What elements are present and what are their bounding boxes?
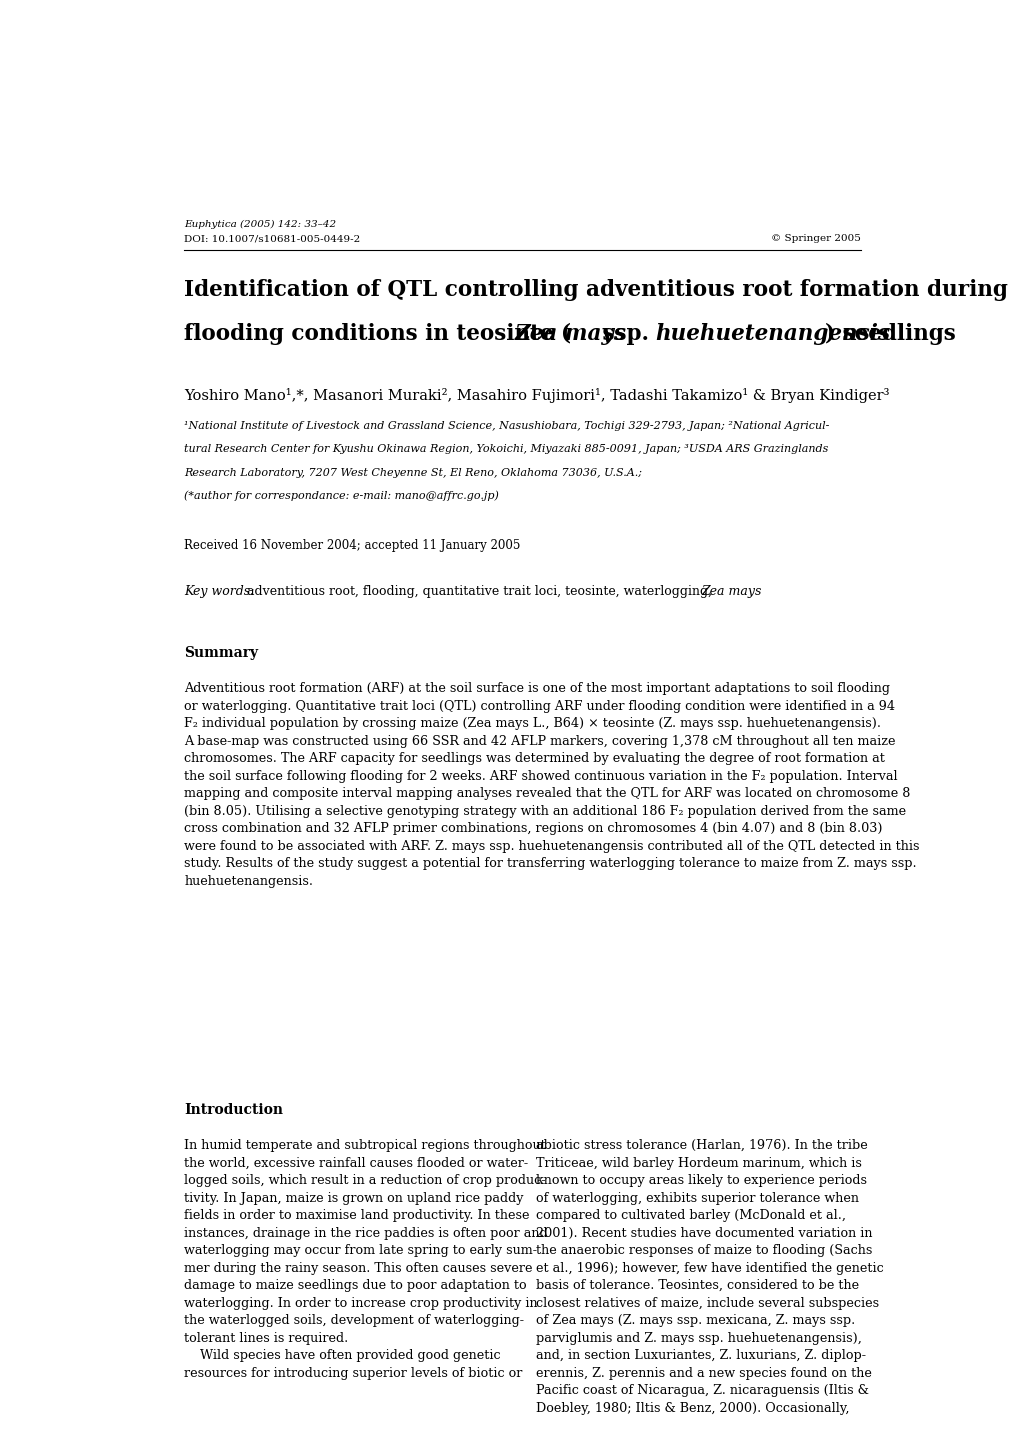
Text: Received 16 November 2004; accepted 11 January 2005: Received 16 November 2004; accepted 11 J… <box>184 538 521 551</box>
Text: flooding conditions in teosinte (: flooding conditions in teosinte ( <box>184 323 571 345</box>
Text: Identification of QTL controlling adventitious root formation during: Identification of QTL controlling advent… <box>184 278 1008 300</box>
Text: Introduction: Introduction <box>184 1104 283 1117</box>
Text: ) seedlings: ) seedlings <box>824 323 955 345</box>
Text: Zea mays: Zea mays <box>515 323 626 345</box>
Text: DOI: 10.1007/s10681-005-0449-2: DOI: 10.1007/s10681-005-0449-2 <box>184 234 361 244</box>
Text: Research Laboratory, 7207 West Cheyenne St, El Reno, Oklahoma 73036, U.S.A.;: Research Laboratory, 7207 West Cheyenne … <box>184 468 642 478</box>
Text: ¹National Institute of Livestock and Grassland Science, Nasushiobara, Tochigi 32: ¹National Institute of Livestock and Gra… <box>184 421 829 431</box>
Text: Summary: Summary <box>184 646 258 661</box>
Text: Adventitious root formation (ARF) at the soil surface is one of the most importa: Adventitious root formation (ARF) at the… <box>184 683 919 887</box>
Text: abiotic stress tolerance (Harlan, 1976). In the tribe
Triticeae, wild barley ⁠Ho: abiotic stress tolerance (Harlan, 1976).… <box>536 1139 883 1414</box>
Text: ssp.: ssp. <box>594 323 655 345</box>
Text: Yoshiro Mano¹,*, Masanori Muraki², Masahiro Fujimori¹, Tadashi Takamizo¹ & Bryan: Yoshiro Mano¹,*, Masanori Muraki², Masah… <box>184 388 889 403</box>
Text: Key words:: Key words: <box>184 586 255 599</box>
Text: huehuetenangensis: huehuetenangensis <box>654 323 889 345</box>
Text: © Springer 2005: © Springer 2005 <box>770 234 860 244</box>
Text: Zea mays: Zea mays <box>701 586 761 599</box>
Text: Euphytica (2005) 142: 33–42: Euphytica (2005) 142: 33–42 <box>184 219 336 229</box>
Text: adventitious root, flooding, quantitative trait loci, teosinte, waterlogging,: adventitious root, flooding, quantitativ… <box>243 586 715 599</box>
Text: (*author for correspondance: e-mail: mano@affrc.go.jp): (*author for correspondance: e-mail: man… <box>184 491 499 502</box>
Text: tural Research Center for Kyushu Okinawa Region, Yokoichi, Miyazaki 885-0091, Ja: tural Research Center for Kyushu Okinawa… <box>184 444 828 455</box>
Text: In humid temperate and subtropical regions throughout
the world, excessive rainf: In humid temperate and subtropical regio… <box>184 1139 547 1380</box>
